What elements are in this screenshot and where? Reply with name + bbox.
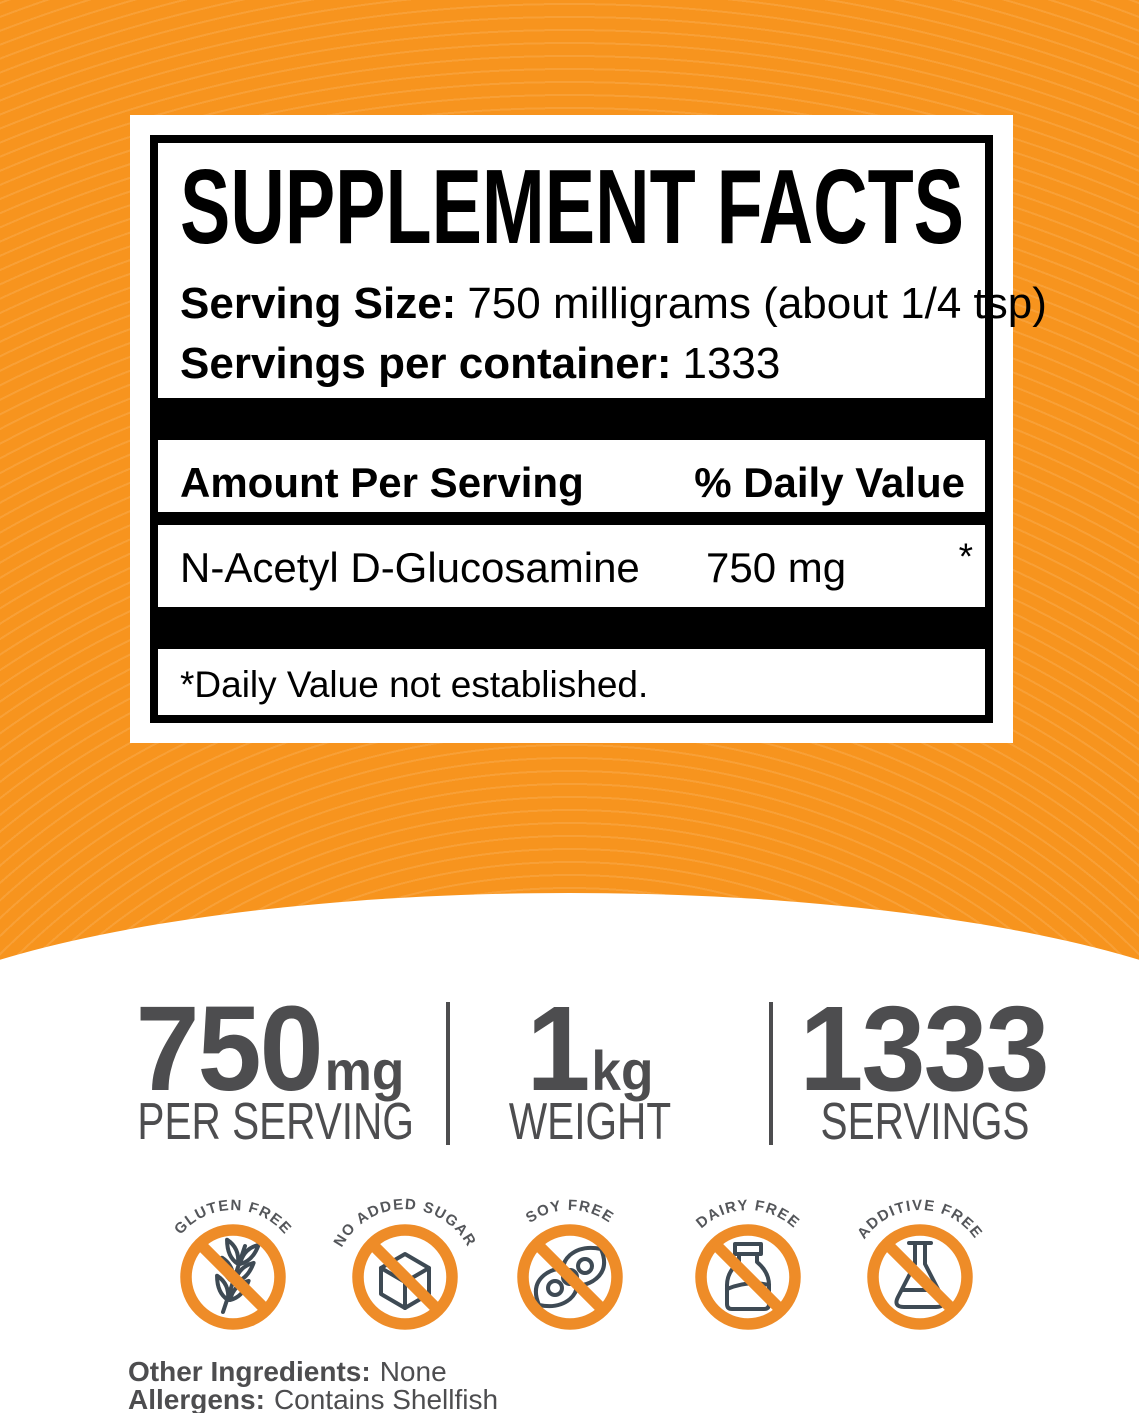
stat-servings-number: 1333 [789,980,1061,1116]
badge-label: NO ADDED SUGAR [330,1196,479,1250]
stat-value: 1333 [799,980,1050,1116]
ingredient-row: N-Acetyl D-Glucosamine 750 mg * [158,536,985,596]
divider-bar-thick-bottom [158,607,985,649]
supplement-facts-title: SUPPLEMENT FACTS [180,148,964,257]
no-symbol-icon [695,1224,801,1330]
divider-bar-thick-top [158,398,985,440]
serving-size-label: Serving Size: [180,279,457,328]
ingredient-amount: 750 mg [706,544,847,591]
stat-per-serving-label: PER SERVING [137,1093,414,1151]
no-symbol-icon [867,1224,973,1330]
servings-per-container-value: 1333 [682,339,781,388]
stat-divider-left [446,1002,450,1145]
badge-soy-free: SOY FREE [517,1197,623,1330]
serving-size-line: Serving Size: 750 milligrams (about 1/4 t… [180,279,1047,329]
stat-per-serving: 750 mg PER SERVING [100,980,440,1151]
stat-divider-right [769,1002,773,1145]
supplement-facts-border: SUPPLEMENT FACTS Serving Size: 750 millig… [150,135,1047,723]
allergens-value: Contains Shellfish [273,1384,499,1413]
stat-weight-label: WEIGHT [508,1093,672,1151]
no-symbol-icon [352,1224,458,1330]
serving-size-value: 750 milligrams (about 1/4 tsp) [467,279,1047,328]
badge-label: SOY FREE [523,1197,617,1227]
allergens-label: Allergens: [128,1384,265,1413]
stat-value: 1 [526,980,591,1116]
supplement-facts-title-text: SUPPLEMENT FACTS [180,148,964,257]
daily-value-footnote: *Daily Value not established. [180,664,649,705]
other-ingredients-line: Other Ingredients: None [128,1356,447,1388]
other-ingredients-label: Other Ingredients: [128,1356,371,1387]
daily-value-header: % Daily Value [694,459,965,506]
other-ingredients-value: None [379,1356,447,1387]
badge-gluten-free: GLUTEN FREE [171,1197,294,1330]
no-symbol-icon [180,1224,286,1330]
ingredient-daily-value: * [958,536,973,577]
supplement-facts-panel: SUPPLEMENT FACTS Serving Size: 750 millig… [130,115,1047,743]
stat-servings: 1333 SERVINGS [782,980,1068,1151]
no-symbol-icon [517,1224,623,1330]
stat-weight-number: 1 kg [462,980,719,1116]
stat-weight: 1 kg WEIGHT [455,980,725,1151]
servings-per-container-label: Servings per container: [180,339,672,388]
facts-table-header: Amount Per Serving % Daily Value [180,459,965,507]
amount-per-serving-header: Amount Per Serving [180,459,584,506]
stat-unit: kg [591,1039,654,1102]
stat-servings-label: SERVINGS [820,1093,1030,1151]
stat-per-serving-number: 750 mg [109,980,432,1116]
badge-no-added-sugar: NO ADDED SUGAR [330,1196,479,1330]
allergens-line: Allergens: Contains Shellfish [128,1384,498,1413]
stat-value: 750 [135,980,324,1116]
stat-unit: mg [324,1039,405,1102]
badge-dairy-free: DAIRY FREE [693,1197,802,1330]
ingredient-name: N-Acetyl D-Glucosamine [180,544,640,591]
badge-additive-free: ADDITIVE FREE [854,1197,985,1330]
servings-per-container-line: Servings per container: 1333 [180,339,780,389]
divider-bar-thin [158,512,985,525]
